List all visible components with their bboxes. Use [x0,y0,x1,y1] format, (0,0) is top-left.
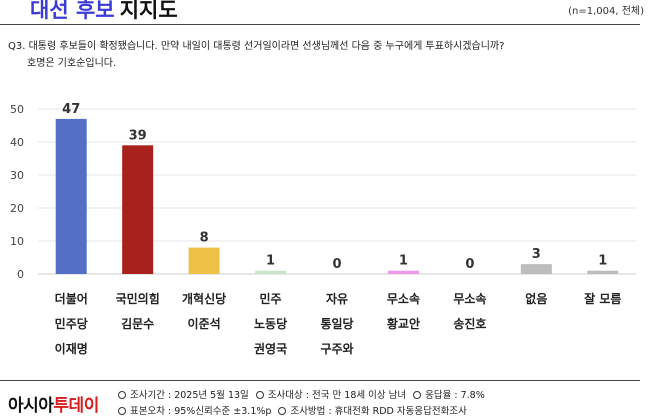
data-label: 1 [399,254,408,269]
y-tick-label: 10 [10,235,24,248]
bar [55,118,87,275]
y-tick-label: 20 [10,202,24,215]
survey-info-line-2: 표본오차 : 95%신뢰수준 ±3.1%p 조사방법 : 휴대전화 RDD 자동… [118,403,467,417]
category-label: 없음 [525,291,547,306]
data-label: 1 [266,254,275,269]
category-label: 자유 [326,291,348,306]
category-label: 권영국 [254,341,287,356]
data-label: 0 [332,257,341,272]
category-label: 국민의힘 [116,291,160,306]
category-label: 이준석 [188,316,221,331]
data-label: 1 [598,254,607,269]
category-label: 개혁신당 [182,291,226,306]
title-accent: 대선 후보 [30,0,115,22]
category-label: 민주 [260,291,282,306]
bar [122,145,154,274]
category-label: 무소속 [453,292,486,306]
circle-icon [255,391,264,399]
category-label: 더불어 [55,291,88,306]
y-tick-label: 0 [17,268,24,281]
bar [387,270,419,274]
data-label: 0 [465,257,474,272]
y-tick-label: 30 [10,169,24,182]
data-label: 3 [532,247,541,262]
page-title: 대선 후보 지지도 [30,0,178,24]
y-tick-label: 50 [10,103,24,116]
question-line-1: Q3. 대통령 후보들이 확정됐습니다. 만약 내일이 대통령 선거일이라면 선… [8,41,505,52]
category-label: 김문수 [121,316,154,331]
category-label: 구주와 [320,341,353,356]
data-label: 8 [200,231,209,246]
circle-icon [278,407,287,415]
bar [255,270,287,274]
brand-logo: 아시아투데이 [8,396,99,416]
sample-size: (n=1,004, 전체) [568,6,644,17]
category-label: 민주당 [55,316,88,331]
data-label: 47 [62,102,80,117]
circle-icon [118,407,126,415]
bar [587,270,619,274]
category-label: 이재명 [55,341,88,356]
category-label: 통일당 [320,316,353,331]
footer: 아시아투데이 조사기간 : 2025년 5월 13일 조사대상 : 전국 만 1… [0,380,640,419]
data-label: 39 [129,128,147,143]
survey-info-line-1: 조사기간 : 2025년 5월 13일 조사대상 : 전국 만 18세 이상 남… [118,387,485,401]
question-line-2: 호명은 기호순입니다. [27,58,117,69]
bar [520,264,552,274]
category-label: 무소속 [387,292,420,306]
title-rest: 지지도 [119,0,178,22]
footer-divider [0,380,640,381]
question-text: Q3. 대통령 후보들이 확정됐습니다. 만약 내일이 대통령 선거일이라면 선… [8,38,504,72]
top-divider [0,24,640,25]
circle-icon [118,391,126,399]
category-label: 잘 모름 [584,291,621,306]
y-tick-label: 40 [10,136,24,149]
circle-icon [413,391,422,399]
category-label: 송진호 [453,316,486,331]
category-label: 황교안 [387,316,420,331]
bar [188,247,220,274]
category-label: 노동당 [254,316,287,331]
